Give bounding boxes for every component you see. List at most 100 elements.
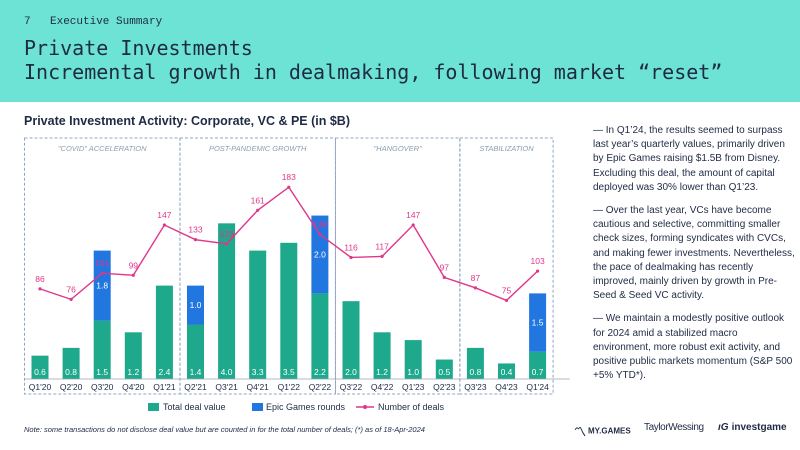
x-tick-label: Q4'21 (246, 382, 269, 392)
bar-total (373, 332, 391, 379)
bar-total (93, 320, 111, 379)
period-box-0 (24, 137, 181, 395)
section-label: Executive Summary (50, 16, 163, 28)
bar-total-label: 0.4 (501, 367, 513, 377)
chart-title: Private Investment Activity: Corporate, … (24, 114, 351, 128)
deals-point (536, 269, 540, 273)
legend-swatch-epic (252, 403, 263, 411)
x-tick-label: Q1'21 (153, 382, 176, 392)
deals-point (100, 271, 104, 275)
x-tick-label: Q2'23 (433, 382, 456, 392)
bar-total-label: 0.6 (34, 367, 46, 377)
legend-label-epic: Epic Games rounds (266, 402, 346, 412)
x-tick-label: Q1'22 (278, 382, 301, 392)
partner-logos: 〽 MY.GAMES TaylorWessing ıG investgame (574, 420, 794, 439)
deals-point-label: 147 (157, 210, 171, 220)
period-label-3: STABILIZATION (479, 144, 534, 153)
deals-point (225, 242, 229, 246)
bar-total (342, 301, 360, 379)
deals-point-label: 161 (251, 195, 265, 205)
bar-epic (187, 285, 204, 325)
deals-point-label: 183 (282, 172, 296, 182)
bar-total-label: 0.5 (438, 367, 450, 377)
deals-point-label: 75 (502, 285, 512, 295)
x-tick-label: Q1'24 (526, 382, 549, 392)
x-tick-label: Q3'21 (215, 382, 238, 392)
bar-epic-label: 1.8 (96, 281, 108, 291)
legend-label-total: Total deal value (163, 402, 226, 412)
bar-epic-label: 1.0 (190, 300, 202, 310)
bar-total (280, 242, 298, 379)
bar-total-label: 3.5 (283, 367, 295, 377)
bar-total (435, 359, 453, 379)
deals-point (69, 297, 73, 301)
deals-point-label: 99 (129, 260, 139, 270)
bar-total-label: 0.8 (469, 367, 481, 377)
bar-total-label: 2.0 (345, 367, 357, 377)
deals-point (504, 298, 509, 303)
deals-point (162, 223, 166, 227)
commentary: — In Q1’24, the results seemed to surpas… (593, 124, 798, 392)
investgame-mark-icon: ıG (718, 422, 729, 433)
investment-chart: "COVID" ACCELERATION POST-PANDEMIC GROWTH… (24, 137, 570, 412)
bar-total (62, 347, 80, 379)
x-tick-label: Q3'22 (340, 382, 363, 392)
deals-point-label: 129 (220, 229, 234, 239)
deals-point-label: 117 (375, 241, 389, 251)
legend-swatch-total (148, 403, 159, 411)
page-number: 7 (24, 16, 31, 28)
deals-point (287, 185, 291, 189)
x-tick-label: Q4'23 (495, 382, 518, 392)
taylor-wessing-logo: TaylorWessing (644, 422, 704, 433)
bar-total (311, 293, 329, 379)
footnote: Note: some transactions do not disclose … (24, 425, 425, 434)
deals-point-label: 101 (95, 258, 109, 268)
deals-point (473, 286, 477, 290)
bar-total (249, 250, 267, 379)
bar-total-label: 2.4 (158, 367, 170, 377)
deals-point (380, 254, 384, 259)
deals-point-label: 87 (471, 273, 481, 283)
bar-total-label: 1.2 (127, 367, 139, 377)
deals-point-label: 116 (344, 242, 358, 252)
commentary-paragraph-1: — In Q1’24, the results seemed to surpas… (593, 125, 785, 193)
deals-point-label: 97 (440, 262, 450, 272)
my-games-mark-icon: 〽 (574, 425, 587, 439)
deals-point (38, 287, 42, 291)
bar-total (466, 347, 484, 379)
bar-total-label: 1.0 (407, 367, 419, 377)
deals-point (256, 208, 260, 212)
x-tick-label: Q3'23 (464, 382, 487, 392)
x-tick-label: Q4'22 (371, 382, 394, 392)
bar-total (404, 340, 422, 379)
x-tick-label: Q2'20 (60, 382, 83, 392)
x-tick-label: Q1'20 (29, 382, 52, 392)
x-tick-label: Q2'22 (309, 382, 332, 392)
period-box-3 (459, 137, 554, 395)
bar-total (31, 355, 49, 379)
legend-label-deals: Number of deals (378, 402, 445, 412)
bar-total (155, 285, 173, 379)
bar-total-label: 2.2 (314, 367, 326, 377)
bar-total-label: 0.7 (532, 367, 544, 377)
deals-point-label: 103 (531, 256, 545, 266)
bar-total (124, 332, 142, 379)
bar-epic (529, 293, 547, 352)
header-band: 7 Executive Summary Private Investments … (0, 0, 800, 102)
period-label-2: "HANGOVER" (374, 144, 423, 153)
x-tick-label: Q3'20 (91, 382, 114, 392)
legend-marker-deals (363, 405, 367, 409)
bar-total-label: 1.4 (190, 367, 202, 377)
bar-total-label: 0.8 (65, 367, 77, 377)
deals-point (131, 273, 135, 277)
bar-total-label: 1.5 (96, 367, 108, 377)
bar-total (187, 324, 204, 379)
bar-total-label: 1.2 (376, 367, 388, 377)
bar-total-label: 3.3 (252, 367, 264, 377)
period-label-1: POST-PANDEMIC GROWTH (209, 144, 307, 153)
bar-total (218, 223, 236, 379)
period-box-1 (179, 137, 336, 395)
bar-epic-label: 1.5 (532, 318, 544, 328)
x-tick-label: Q2'21 (184, 382, 207, 392)
x-tick-label: Q1'23 (402, 382, 425, 392)
